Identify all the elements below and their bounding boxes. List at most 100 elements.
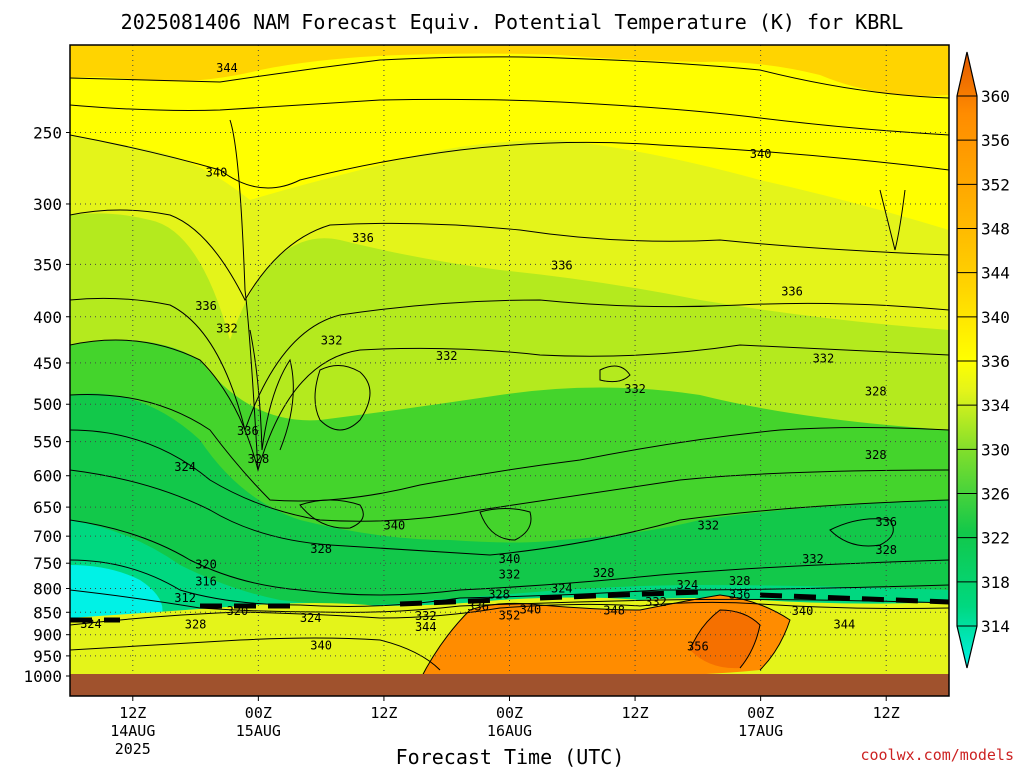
contour-label: 324 xyxy=(80,617,102,631)
x-tick-label: 12Z xyxy=(873,704,900,722)
surface-inversion-dashes xyxy=(70,589,949,623)
contour-label: 332 xyxy=(813,352,835,366)
colorbar-level-label: 352 xyxy=(981,175,1010,194)
y-tick-label: 550 xyxy=(33,433,62,452)
colorbar-level-label: 344 xyxy=(981,264,1010,283)
y-tick-label: 950 xyxy=(33,647,62,666)
contour-label: 320 xyxy=(227,604,249,618)
contour-label: 332 xyxy=(697,518,719,532)
contour-label: 332 xyxy=(645,595,667,609)
contour-label: 332 xyxy=(624,382,646,396)
y-tick-label: 600 xyxy=(33,467,62,486)
contour-label: 328 xyxy=(865,384,887,398)
contour-label: 336 xyxy=(729,587,751,601)
contour-label: 332 xyxy=(499,568,521,582)
x-tick-label: 12Z xyxy=(622,704,649,722)
colorbar-level-label: 334 xyxy=(981,396,1010,415)
x-tick-label: 00Z xyxy=(747,704,774,722)
contour-label: 336 xyxy=(352,231,374,245)
colorbar-level-label: 322 xyxy=(981,529,1010,548)
contour-label: 324 xyxy=(677,578,699,592)
contour-label: 332 xyxy=(415,609,437,623)
colorbar: 314 318 322 326 330 334 336 340 344 348 352 356 360 xyxy=(956,51,1010,669)
contour-label: 328 xyxy=(875,543,897,557)
contour-label: 328 xyxy=(248,452,270,466)
x-tick-date: 16AUG xyxy=(487,722,532,740)
contour-label: 336 xyxy=(467,600,489,614)
y-tick-label: 900 xyxy=(33,626,62,645)
theta-e-band-very-hot xyxy=(690,610,760,669)
theta-e-band-cold-pool xyxy=(70,565,163,620)
contour-label: 340 xyxy=(206,166,228,180)
x-tick-date: 14AUG xyxy=(110,722,155,740)
contour-label: 352 xyxy=(499,608,521,622)
credit-text: coolwx.com/models xyxy=(860,746,1014,764)
y-tick-label: 450 xyxy=(33,354,62,373)
y-axis: 250 300 350 400 450 500 550 600 650 700 750 800 850 9… xyxy=(23,123,70,686)
contour-label: 332 xyxy=(216,321,238,335)
theta-e-band-348 xyxy=(70,45,949,230)
contour-label: 332 xyxy=(321,334,343,348)
contour-labels: 344 340 336 336 340 336 336 332 332 332 332 332 328 3… xyxy=(80,61,897,653)
colorbar-level-label: 318 xyxy=(981,573,1010,592)
contour-lines xyxy=(70,56,949,681)
contour-label: 340 xyxy=(384,518,406,532)
colorbar-level-label: 356 xyxy=(981,131,1010,150)
x-tick-label: 12Z xyxy=(119,704,146,722)
x-tick-year: 2025 xyxy=(115,740,151,758)
contour-label: 336 xyxy=(551,259,573,273)
contour-label: 328 xyxy=(593,566,615,580)
contour-label: 340 xyxy=(750,147,772,161)
y-tick-label: 350 xyxy=(33,255,62,274)
y-tick-label: 500 xyxy=(33,395,62,414)
contour-label: 316 xyxy=(195,575,217,589)
contour-label: 340 xyxy=(792,604,814,618)
theta-e-band-352 xyxy=(70,45,949,96)
contour-label: 336 xyxy=(237,424,259,438)
y-tick-label: 250 xyxy=(33,123,62,142)
ground-below-surface xyxy=(70,674,949,696)
colorbar-level-label: 348 xyxy=(981,220,1010,239)
y-tick-label: 850 xyxy=(33,603,62,622)
y-tick-label: 800 xyxy=(33,580,62,599)
colorbar-labels: 314 318 322 326 330 334 336 340 344 348 352 356 360 xyxy=(957,87,1010,636)
x-tick-label: 00Z xyxy=(245,704,272,722)
colorbar-level-label: 330 xyxy=(981,440,1010,459)
colorbar-body xyxy=(956,51,978,669)
contour-label: 340 xyxy=(520,603,542,617)
theta-e-band-low-moist xyxy=(70,520,949,620)
contour-label: 336 xyxy=(875,515,897,529)
contour-label: 320 xyxy=(195,557,217,571)
contour-label: 344 xyxy=(834,618,856,632)
contour-label: 332 xyxy=(802,552,824,566)
x-axis-title: Forecast Time (UTC) xyxy=(396,745,625,768)
contour-label: 336 xyxy=(781,284,803,298)
contour-label: 344 xyxy=(216,61,238,75)
colorbar-level-label: 360 xyxy=(981,87,1010,106)
contour-label: 340 xyxy=(310,638,332,652)
contour-label: 348 xyxy=(603,603,625,617)
contour-label: 344 xyxy=(415,620,437,634)
theta-e-band-hot-surface xyxy=(420,595,790,680)
colorbar-level-label: 314 xyxy=(981,617,1010,636)
y-tick-label: 650 xyxy=(33,498,62,517)
contour-label: 328 xyxy=(310,542,332,556)
contour-label: 324 xyxy=(551,582,573,596)
y-tick-label: 400 xyxy=(33,308,62,327)
contour-label: 324 xyxy=(174,460,196,474)
y-tick-label: 700 xyxy=(33,527,62,546)
colorbar-level-label: 340 xyxy=(981,308,1010,327)
plot-area xyxy=(70,45,949,696)
y-tick-label: 750 xyxy=(33,554,62,573)
contour-label: 336 xyxy=(195,299,217,313)
chart-title: 2025081406 NAM Forecast Equiv. Potential… xyxy=(121,10,904,34)
contour-label: 312 xyxy=(174,591,196,605)
contour-label: 324 xyxy=(300,611,322,625)
x-tick-label: 00Z xyxy=(496,704,523,722)
x-tick-label: 12Z xyxy=(370,704,397,722)
y-tick-label: 1000 xyxy=(23,667,62,686)
contour-label: 332 xyxy=(436,349,458,363)
theta-e-band-low-cool xyxy=(70,393,949,620)
